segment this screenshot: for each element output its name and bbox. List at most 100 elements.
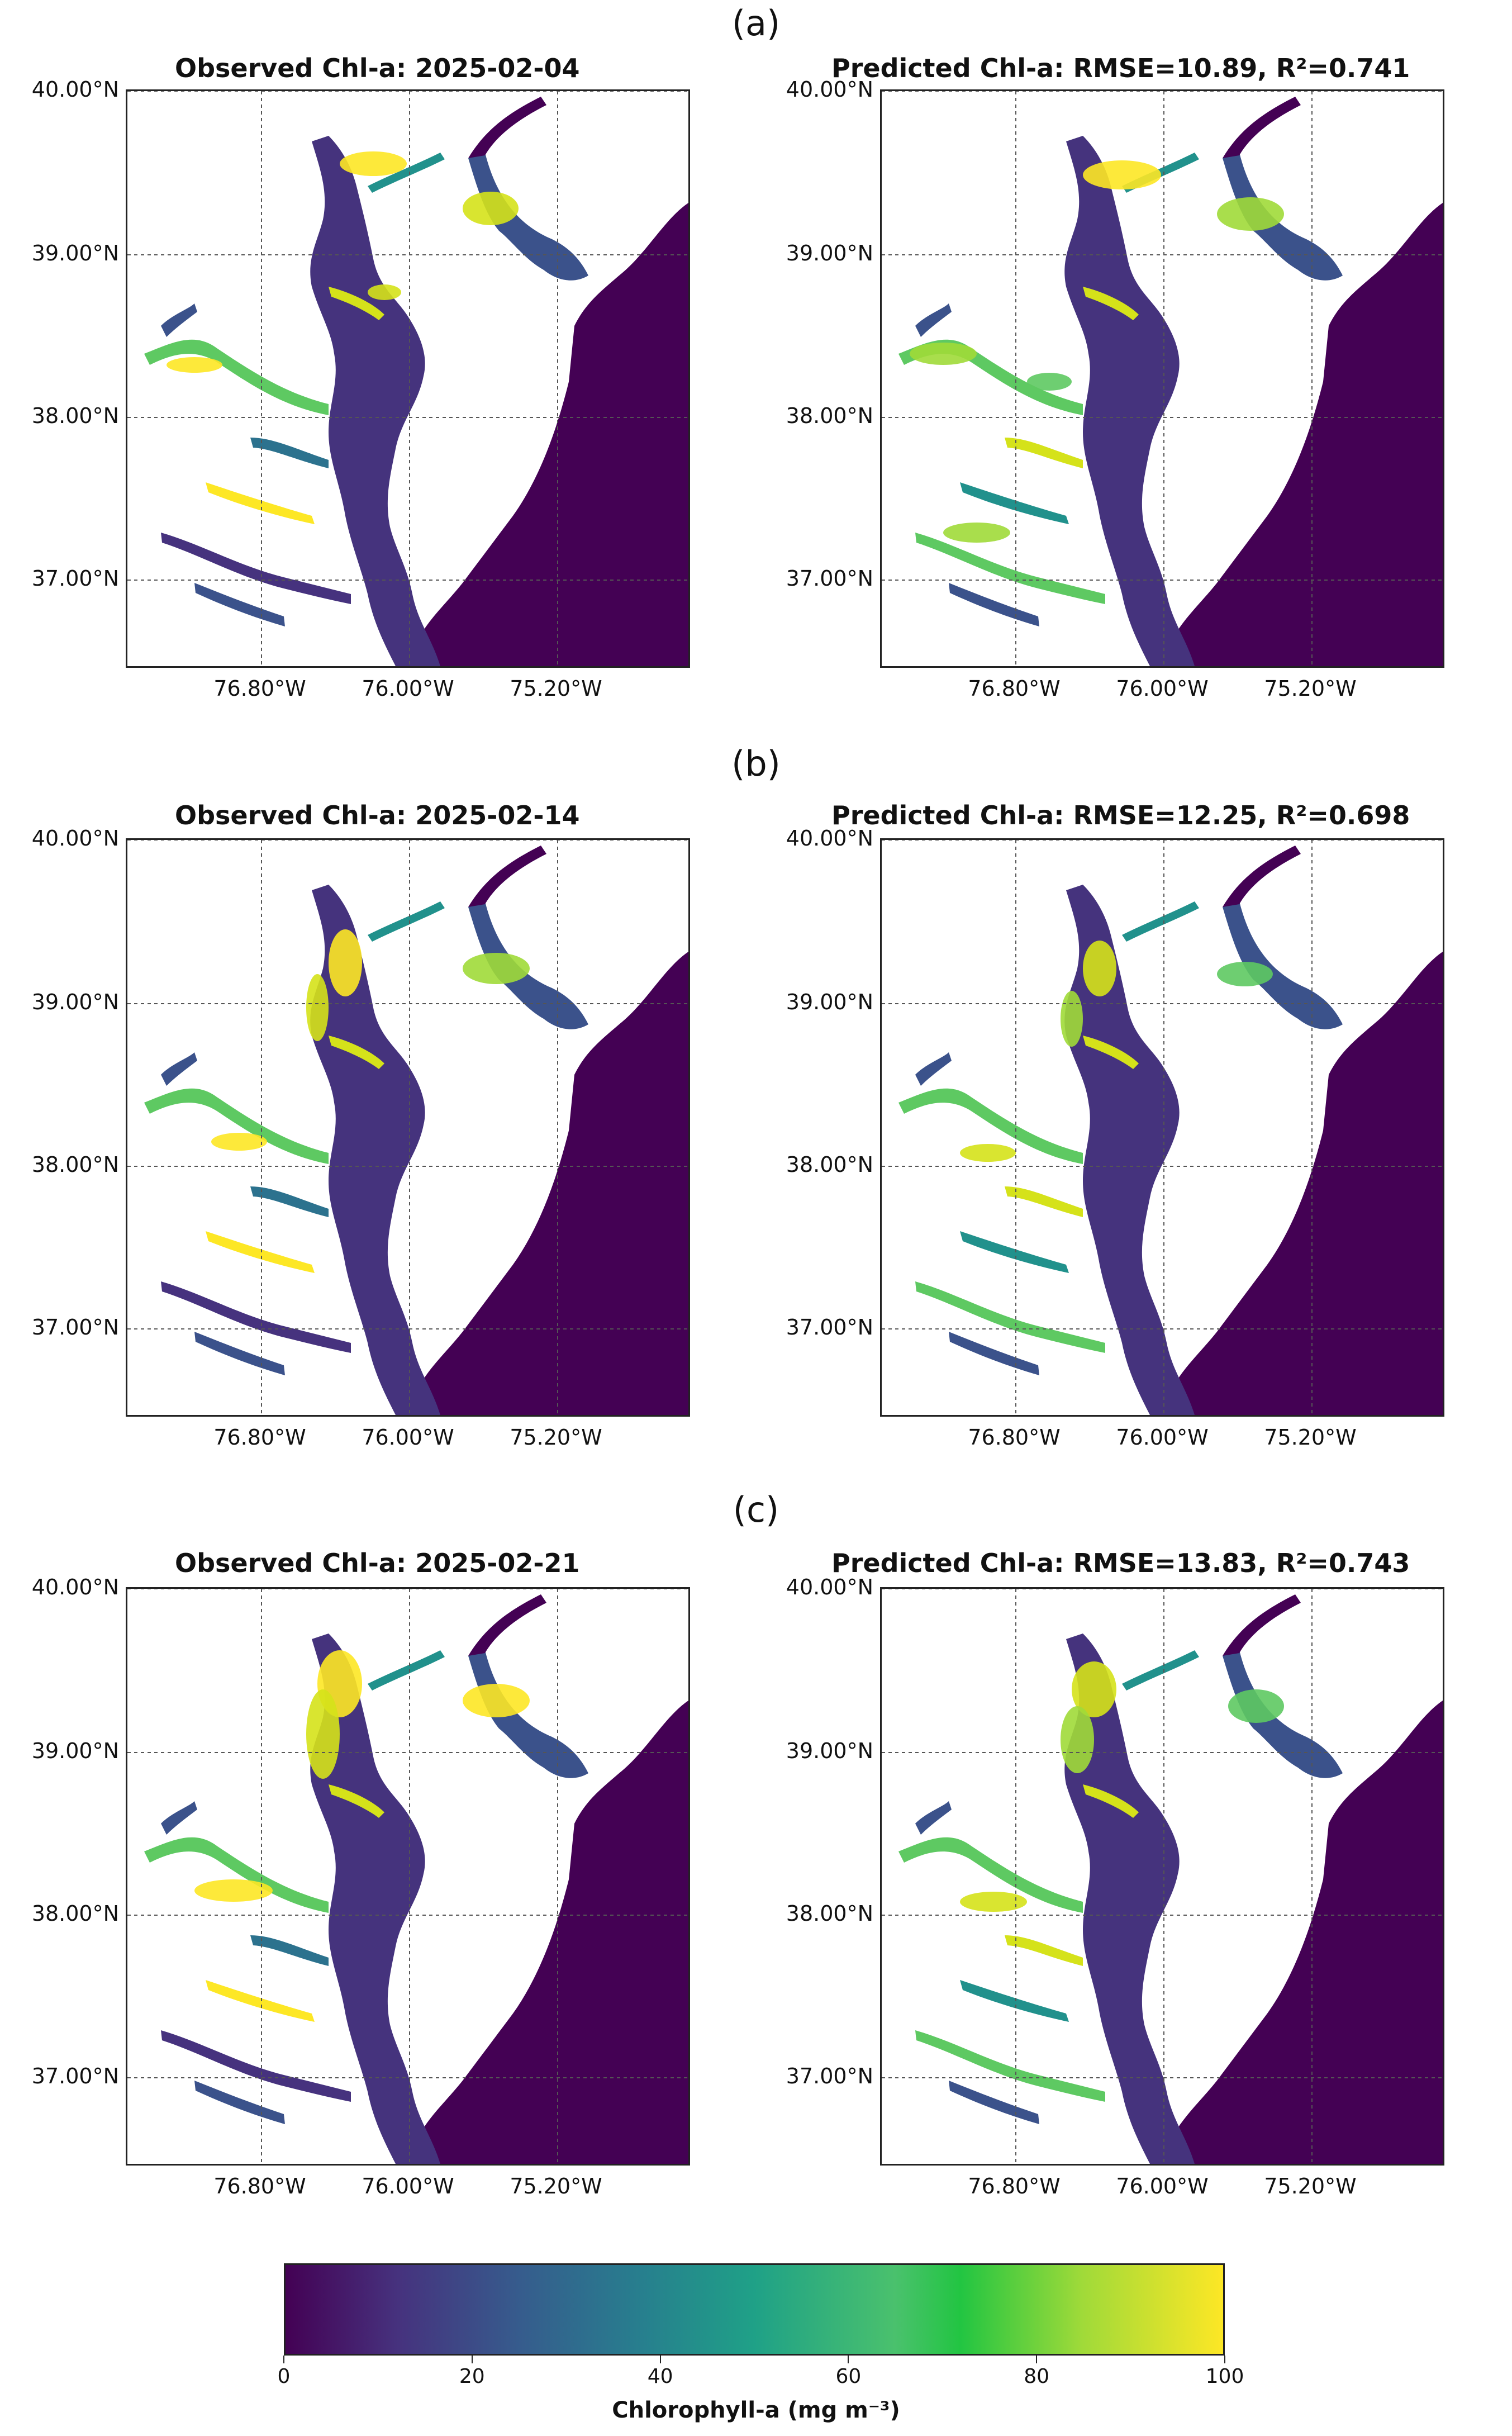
ocean-area [1161,203,1443,666]
tributary-river [1083,287,1139,320]
delaware-bay [468,1650,588,1778]
tributary-river [960,1980,1069,2022]
tributary-river [161,1801,197,1835]
colorbar-tick-label: 0 [277,2365,291,2388]
high-chl-patch [1072,1661,1116,1717]
tributary-river [915,1052,952,1086]
chesapeake-bay [310,1634,440,2164]
high-chl-patch [463,192,519,225]
lat-tick-label: 37.00°N [786,566,873,591]
colorbar-tick [848,2356,849,2363]
delaware-bay [1223,1650,1343,1778]
high-chl-patch [329,929,362,996]
high-chl-patch [368,284,401,300]
delaware-bay [1223,153,1343,281]
colorbar-tick [283,2356,284,2363]
tributary-river [161,1052,197,1086]
high-chl-patch [194,1879,273,1902]
lon-tick-label: 76.00°W [1116,676,1209,701]
tributary-river [250,438,329,468]
ocean-area [1161,952,1443,1415]
tributary-river [1083,1784,1139,1818]
tributary-river [915,303,952,337]
colorbar [284,2263,1225,2356]
tributary-river [1005,1186,1083,1217]
high-chl-patch [463,1684,530,1717]
lat-tick-label: 39.00°N [31,990,119,1014]
high-chl-patch [211,1133,267,1151]
tributary-river [1005,438,1083,468]
lat-tick-label: 38.00°N [786,403,873,428]
high-chl-patch [306,974,329,1041]
lon-tick-label: 76.80°W [968,1425,1061,1450]
high-chl-patch [167,357,222,373]
lon-tick-label: 76.80°W [968,2174,1061,2198]
chesapeake-bay [1064,1634,1195,2164]
high-chl-patch [340,151,407,176]
lat-tick-label: 38.00°N [31,1901,119,1926]
high-chl-patch [1217,197,1284,231]
tributary-river [1083,1036,1139,1069]
lat-tick-label: 37.00°N [786,1315,873,1340]
colorbar-tick-label: 100 [1205,2365,1244,2388]
lon-tick-label: 76.80°W [213,676,306,701]
predicted-title-c: Predicted Chl-a: RMSE=13.83, R²=0.743 [831,1548,1410,1578]
tributary-river [144,1088,329,1164]
chesapeake-bay [310,136,440,666]
lat-tick-label: 38.00°N [31,1152,119,1177]
chesapeake-bay [1064,885,1195,1415]
lon-tick-label: 76.80°W [213,2174,306,2198]
tributary-river [898,1088,1083,1164]
high-chl-patch [1217,962,1273,986]
high-chl-patch [943,523,1010,543]
colorbar-tick-label: 60 [835,2365,862,2388]
tributary-river [368,901,445,942]
tributary-river [915,1801,952,1835]
observed-map-b [126,838,690,1417]
tributary-river [329,1784,384,1818]
lon-tick-label: 76.00°W [1116,2174,1209,2198]
delaware-river [1223,846,1301,907]
tributary-river [1122,901,1199,942]
delaware-bay [468,901,588,1029]
lon-tick-label: 75.20°W [1264,676,1357,701]
tributary-river [915,1281,1105,1353]
tributary-river [194,2081,285,2124]
colorbar-title: Chlorophyll-a (mg m⁻³) [612,2397,900,2423]
delaware-river [468,1594,546,1656]
tributary-river [144,1837,329,1913]
tributary-river [161,303,197,337]
predicted-map-b [880,838,1444,1417]
lon-tick-label: 75.20°W [510,2174,602,2198]
lat-tick-label: 40.00°N [31,77,119,102]
lat-tick-label: 39.00°N [786,990,873,1014]
high-chl-patch [910,343,977,365]
lon-tick-label: 76.80°W [968,676,1061,701]
tributary-river [960,1231,1069,1273]
tributary-river [206,1231,315,1273]
high-chl-patch [463,953,530,984]
ocean-area [1161,1701,1443,2164]
tributary-river [161,2030,351,2102]
observed-map-c [126,1587,690,2166]
lat-tick-label: 39.00°N [786,1739,873,1763]
lon-tick-label: 76.00°W [362,676,454,701]
lat-tick-label: 37.00°N [786,2064,873,2088]
lat-tick-label: 38.00°N [786,1152,873,1177]
ocean-area [407,1701,688,2164]
tributary-river [368,153,445,193]
tributary-river [898,339,1083,415]
tributary-river [949,2081,1039,2124]
observed-title-b: Observed Chl-a: 2025-02-14 [175,800,580,830]
tributary-river [915,533,1105,604]
tributary-river [206,1980,315,2022]
lon-tick-label: 75.20°W [1264,1425,1357,1450]
delaware-bay [1223,901,1343,1029]
tributary-river [898,1837,1083,1913]
delaware-bay [468,153,588,281]
predicted-map-c [880,1587,1444,2166]
colorbar-tick [1224,2356,1225,2363]
colorbar-tick-label: 20 [459,2365,485,2388]
lat-tick-label: 38.00°N [786,1901,873,1926]
lon-tick-label: 76.80°W [213,1425,306,1450]
